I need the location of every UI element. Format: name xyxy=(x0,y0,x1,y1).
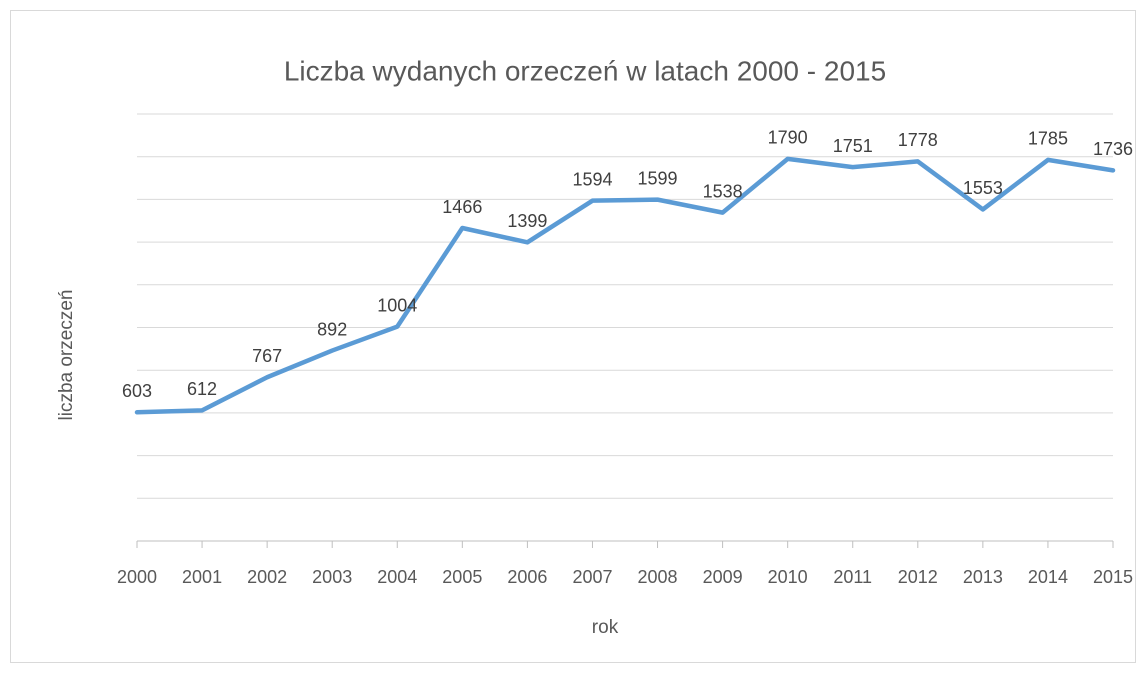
data-label: 1399 xyxy=(507,211,547,231)
data-label: 603 xyxy=(122,381,152,401)
x-tick-label: 2012 xyxy=(898,567,938,587)
data-label: 1466 xyxy=(442,197,482,217)
data-line xyxy=(134,156,1116,415)
x-tick-label: 2013 xyxy=(963,567,1003,587)
data-label: 1785 xyxy=(1028,129,1068,149)
x-tick-label: 2004 xyxy=(377,567,417,587)
chart-title: Liczba wydanych orzeczeń w latach 2000 -… xyxy=(284,55,886,86)
x-tick-label: 2000 xyxy=(117,567,157,587)
x-tick-label: 2010 xyxy=(768,567,808,587)
data-label: 1736 xyxy=(1093,139,1133,159)
x-tick-label: 2007 xyxy=(572,567,612,587)
chart-border xyxy=(10,10,1136,663)
data-label: 892 xyxy=(317,319,347,339)
x-tick-label: 2006 xyxy=(507,567,547,587)
data-label: 1751 xyxy=(833,136,873,156)
data-label: 1790 xyxy=(768,128,808,148)
x-tick-label: 2015 xyxy=(1093,567,1133,587)
data-label: 612 xyxy=(187,379,217,399)
x-tick-label: 2001 xyxy=(182,567,222,587)
x-tick-label: 2002 xyxy=(247,567,287,587)
data-label: 1778 xyxy=(898,130,938,150)
x-tick-label: 2009 xyxy=(703,567,743,587)
data-label: 1594 xyxy=(572,169,612,189)
x-tick-label: 2003 xyxy=(312,567,352,587)
x-tick-label: 2008 xyxy=(638,567,678,587)
x-tick-label: 2005 xyxy=(442,567,482,587)
data-label: 767 xyxy=(252,346,282,366)
y-axis-label: liczba orzeczeń xyxy=(56,290,77,421)
data-label: 1538 xyxy=(703,181,743,201)
data-label: 1004 xyxy=(377,295,417,315)
x-axis-label: rok xyxy=(592,617,619,638)
data-label: 1599 xyxy=(638,168,678,188)
x-tick-label: 2011 xyxy=(833,567,872,587)
x-tick-label: 2014 xyxy=(1028,567,1068,587)
data-label: 1553 xyxy=(963,178,1003,198)
